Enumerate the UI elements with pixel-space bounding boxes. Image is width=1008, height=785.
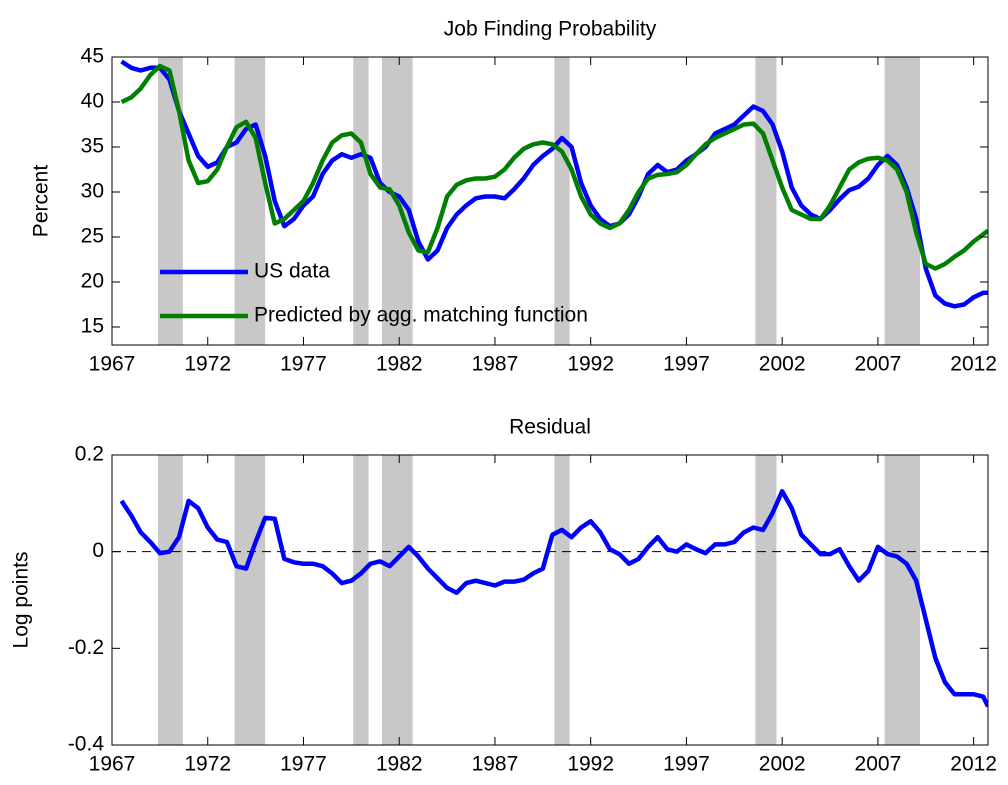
- x-tick-label: 2007: [855, 353, 902, 376]
- x-tick-label: 2002: [759, 753, 806, 776]
- recession-shading: [353, 455, 369, 745]
- x-tick-label: 2007: [855, 753, 902, 776]
- x-tick-label: 1997: [663, 353, 710, 376]
- data-line: [120, 63, 988, 271]
- x-tick-label: 1992: [567, 753, 614, 776]
- y-tick-label: 0.2: [75, 443, 104, 466]
- y-tick-label: 15: [81, 315, 104, 338]
- x-tick-label: 1977: [280, 753, 327, 776]
- legend-label: US data: [254, 260, 330, 283]
- y-axis-label: Percent: [30, 165, 53, 238]
- x-tick-label: 1982: [376, 753, 423, 776]
- chart-title: Job Finding Probability: [444, 18, 657, 41]
- y-tick-label: 20: [81, 270, 104, 293]
- recession-shading: [234, 57, 266, 345]
- y-axis-label: Log points: [10, 552, 33, 649]
- recession-shading: [353, 57, 369, 345]
- y-tick-label: 40: [81, 90, 104, 113]
- x-tick-label: 2012: [950, 753, 997, 776]
- y-tick-label: -0.4: [68, 733, 105, 756]
- x-tick-label: 1987: [472, 353, 519, 376]
- x-tick-label: 1987: [472, 753, 519, 776]
- x-tick-label: 1972: [184, 753, 231, 776]
- y-tick-label: 45: [81, 45, 104, 68]
- recession-shading: [755, 57, 777, 345]
- recession-shading: [884, 455, 921, 745]
- x-tick-label: 2012: [950, 353, 997, 376]
- plot-area: [120, 57, 988, 345]
- x-tick-label: 1967: [89, 753, 136, 776]
- recession-shading: [884, 57, 921, 345]
- plot-area: [112, 455, 988, 745]
- recession-shading: [157, 57, 183, 345]
- chart-title: Residual: [509, 416, 591, 439]
- x-tick-label: 1967: [89, 353, 136, 376]
- y-tick-label: 30: [81, 180, 104, 203]
- recession-shading: [554, 455, 570, 745]
- x-tick-label: 1992: [567, 353, 614, 376]
- recession-shading: [234, 455, 266, 745]
- axes-frame: [111, 454, 989, 746]
- recession-shading: [381, 455, 413, 745]
- y-tick-label: 35: [81, 135, 104, 158]
- x-tick-label: 2002: [759, 353, 806, 376]
- x-tick-label: 1997: [663, 753, 710, 776]
- recession-shading: [755, 455, 777, 745]
- recession-shading: [554, 57, 570, 345]
- y-tick-label: -0.2: [68, 636, 104, 659]
- axes-frame: [111, 56, 989, 346]
- y-tick-label: 25: [81, 225, 104, 248]
- x-tick-label: 1982: [376, 353, 423, 376]
- x-tick-label: 1972: [184, 353, 231, 376]
- recession-shading: [157, 455, 183, 745]
- data-line: [120, 59, 988, 309]
- y-tick-label: 0: [92, 539, 104, 562]
- legend-label: Predicted by agg. matching function: [254, 304, 588, 327]
- data-line: [119, 489, 988, 708]
- x-tick-label: 1977: [280, 353, 327, 376]
